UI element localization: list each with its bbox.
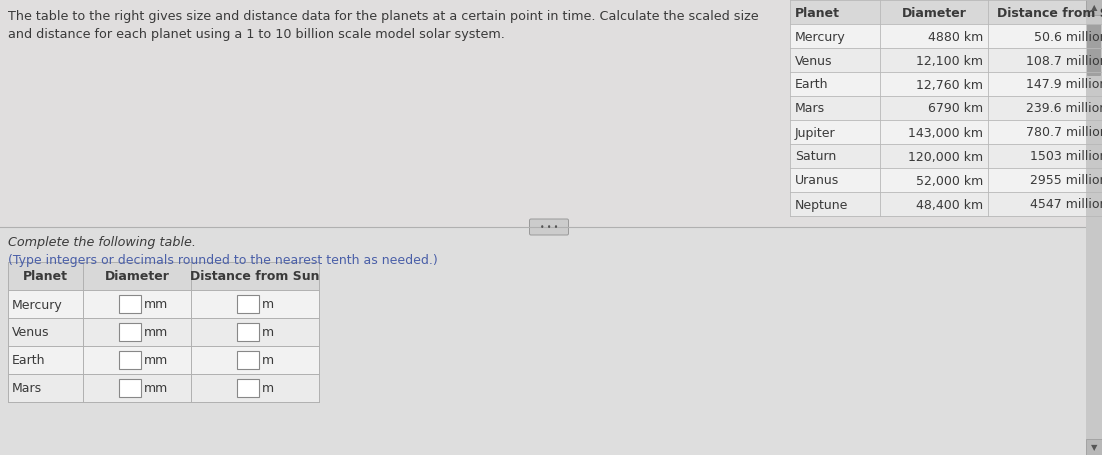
Text: 6790 km: 6790 km xyxy=(928,102,983,115)
Text: 108.7 million km: 108.7 million km xyxy=(1026,55,1102,67)
Text: Mercury: Mercury xyxy=(795,30,845,43)
Text: The table to the right gives size and distance data for the planets at a certain: The table to the right gives size and di… xyxy=(8,10,758,23)
Bar xyxy=(8,374,318,402)
Text: Diameter: Diameter xyxy=(105,270,170,283)
Bar xyxy=(1085,0,1102,455)
Text: Mercury: Mercury xyxy=(12,298,63,311)
Text: Neptune: Neptune xyxy=(795,198,849,211)
Text: m: m xyxy=(262,298,274,311)
Bar xyxy=(0,228,1102,455)
Text: Planet: Planet xyxy=(23,270,68,283)
Bar xyxy=(790,25,1102,49)
Text: 4547 million km: 4547 million km xyxy=(1030,198,1102,211)
Text: m: m xyxy=(262,326,274,339)
Bar xyxy=(790,73,1102,97)
Text: 143,000 km: 143,000 km xyxy=(908,126,983,139)
Text: mm: mm xyxy=(144,354,169,367)
Bar xyxy=(0,0,1102,228)
Bar xyxy=(8,318,318,346)
Text: Venus: Venus xyxy=(795,55,832,67)
Bar xyxy=(237,324,259,341)
Bar xyxy=(790,49,1102,73)
Text: Complete the following table.: Complete the following table. xyxy=(8,236,196,248)
Bar xyxy=(119,324,141,341)
Bar xyxy=(790,1,1102,25)
Text: 780.7 million km: 780.7 million km xyxy=(1026,126,1102,139)
Text: (Type integers or decimals rounded to the nearest tenth as needed.): (Type integers or decimals rounded to th… xyxy=(8,253,437,267)
Text: Diameter: Diameter xyxy=(901,6,966,20)
Bar xyxy=(790,169,1102,192)
Bar xyxy=(1085,0,1102,16)
Text: 4880 km: 4880 km xyxy=(928,30,983,43)
Text: Mars: Mars xyxy=(795,102,825,115)
Text: and distance for each planet using a 1 to 10 billion scale model solar system.: and distance for each planet using a 1 t… xyxy=(8,28,505,41)
Text: mm: mm xyxy=(144,298,169,311)
Bar xyxy=(790,145,1102,169)
Text: Earth: Earth xyxy=(795,78,829,91)
Text: 12,100 km: 12,100 km xyxy=(916,55,983,67)
Text: Jupiter: Jupiter xyxy=(795,126,835,139)
Bar xyxy=(790,97,1102,121)
Text: 1503 million km: 1503 million km xyxy=(1030,150,1102,163)
Text: ▲: ▲ xyxy=(1091,4,1098,12)
Text: m: m xyxy=(262,382,274,394)
Text: 52,000 km: 52,000 km xyxy=(916,174,983,187)
Text: • • •: • • • xyxy=(540,223,558,232)
Text: 120,000 km: 120,000 km xyxy=(908,150,983,163)
Bar xyxy=(8,263,318,290)
Bar xyxy=(8,263,318,402)
Text: Uranus: Uranus xyxy=(795,174,840,187)
Text: Distance from Sun: Distance from Sun xyxy=(997,6,1102,20)
Text: mm: mm xyxy=(144,382,169,394)
Bar xyxy=(119,295,141,313)
Text: 48,400 km: 48,400 km xyxy=(916,198,983,211)
Text: 147.9 million km: 147.9 million km xyxy=(1026,78,1102,91)
Text: 239.6 million km: 239.6 million km xyxy=(1026,102,1102,115)
Text: ▼: ▼ xyxy=(1091,443,1098,451)
Bar xyxy=(1085,439,1102,455)
Text: Planet: Planet xyxy=(795,6,840,20)
Text: m: m xyxy=(262,354,274,367)
Text: 12,760 km: 12,760 km xyxy=(916,78,983,91)
Bar xyxy=(790,192,1102,217)
Bar xyxy=(8,346,318,374)
Bar xyxy=(237,379,259,397)
Text: Saturn: Saturn xyxy=(795,150,836,163)
Bar xyxy=(237,295,259,313)
Text: Mars: Mars xyxy=(12,382,42,394)
Bar xyxy=(790,121,1102,145)
Bar xyxy=(790,1,1102,217)
Bar xyxy=(8,290,318,318)
Bar xyxy=(237,351,259,369)
Text: mm: mm xyxy=(144,326,169,339)
Bar xyxy=(119,379,141,397)
FancyBboxPatch shape xyxy=(1087,25,1101,77)
FancyBboxPatch shape xyxy=(529,219,569,236)
Text: 50.6 million km: 50.6 million km xyxy=(1034,30,1102,43)
Bar xyxy=(119,351,141,369)
Text: Venus: Venus xyxy=(12,326,50,339)
Text: Earth: Earth xyxy=(12,354,45,367)
Text: 2955 million km: 2955 million km xyxy=(1030,174,1102,187)
Text: Distance from Sun: Distance from Sun xyxy=(191,270,320,283)
